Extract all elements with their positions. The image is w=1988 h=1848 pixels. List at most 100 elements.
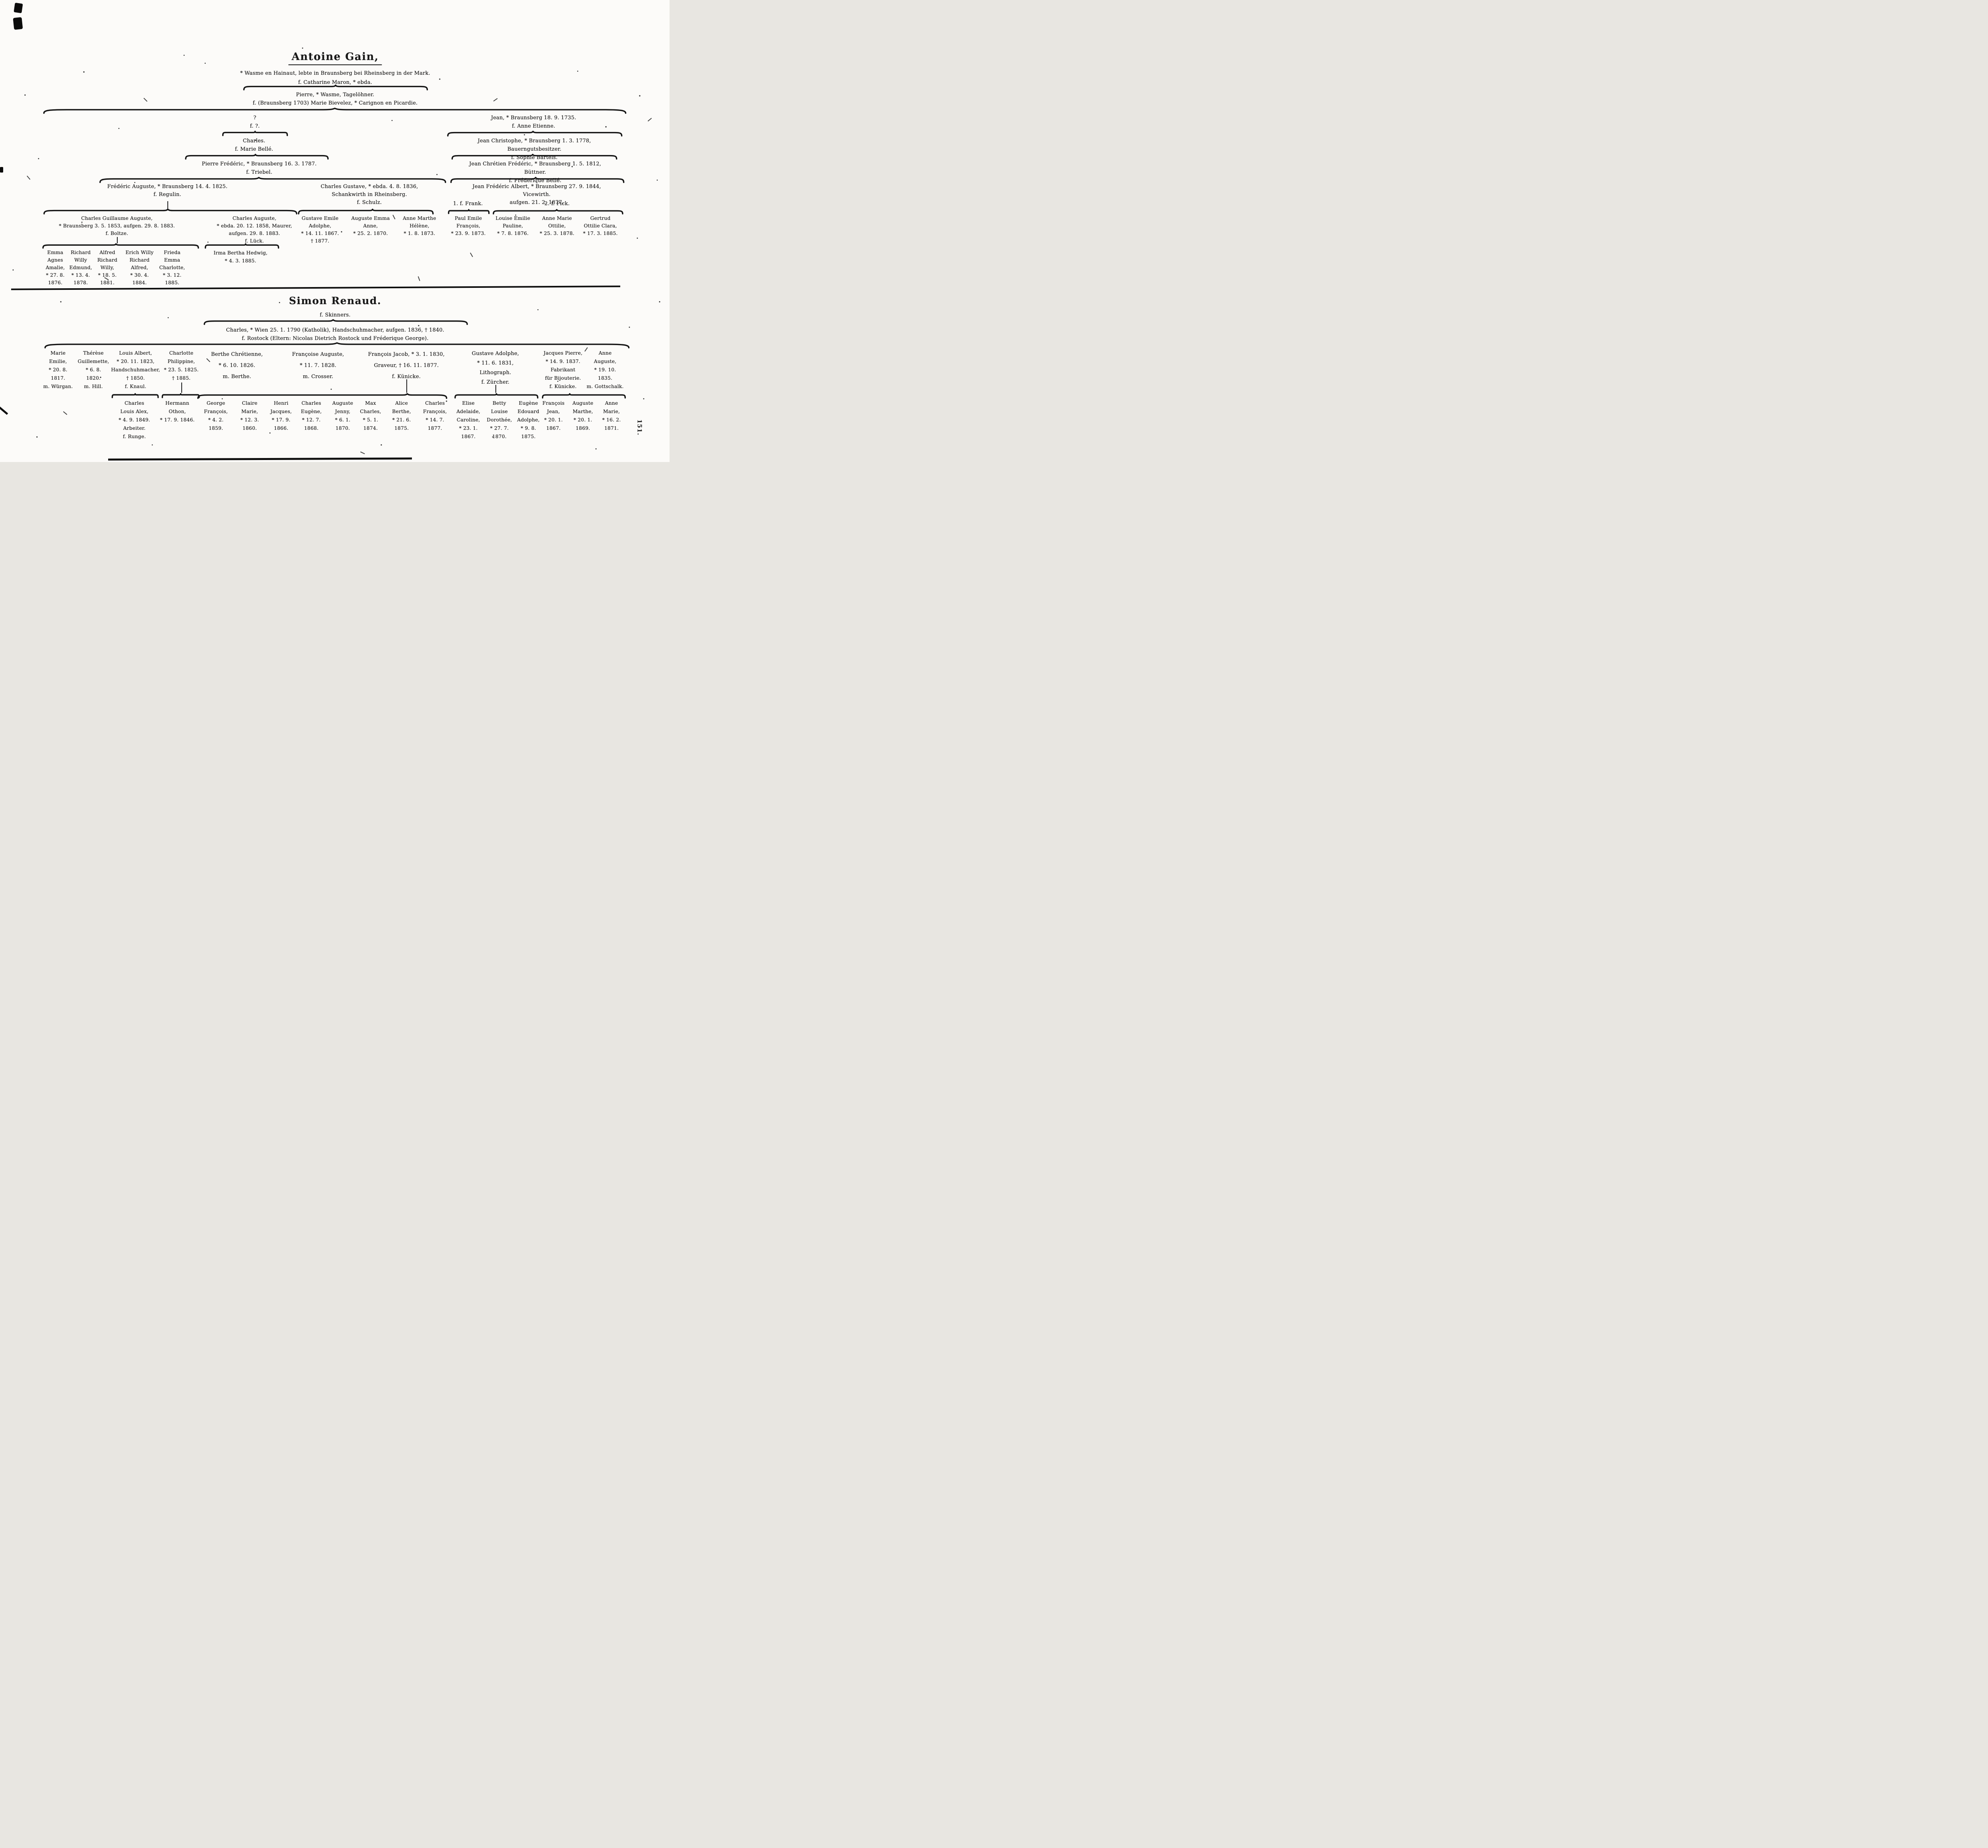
brace-connector [455, 394, 538, 398]
scan-scratch [63, 411, 68, 415]
person-anne-marthe-helene: Anne Marthe Hélène, * 1. 8. 1873. [402, 215, 437, 236]
person-alfred-richard-willy: Alfred Richard Willy, * 18. 5. 1881. [97, 250, 118, 285]
person-jean: Jean, * Braunsberg 18. 9. 1735. f. Anne … [491, 115, 577, 129]
scan-scratch [418, 276, 420, 281]
brace-connector [447, 131, 622, 136]
person-unknown: ? f. ?. [250, 115, 260, 129]
brace-connector [43, 244, 199, 248]
person-eugene-edouard-adolphe: Eugène Edouard Adolphe, * 9. 8. 1875. [517, 400, 540, 439]
brace-connector [204, 320, 468, 324]
descent-line [117, 237, 118, 243]
person-auguste-marthe: Auguste Marthe, * 20. 1. 1869. [572, 400, 594, 431]
scan-scratch [27, 175, 31, 180]
person-jacques-pierre: Jacques Pierre, * 14. 9. 1837. Fabrikant… [544, 350, 582, 389]
person-jean-chretien-frederic: Jean Chrétien Frédéric, * Braunsberg 1. … [469, 161, 601, 184]
scan-scratch [470, 252, 473, 257]
person-berthe-chretienne: Berthe Chrétienne, * 6. 10. 1826. m. Ber… [211, 351, 263, 380]
person-gertrud-ottilie-clara: Gertrud Ottilie Clara, * 17. 3. 1885. [583, 215, 618, 236]
person-louise-emilie-pauline: Louise Emilie Pauline, * 7. 8. 1876. [495, 215, 530, 236]
brace-connector [450, 177, 624, 182]
person-gustave-adolphe: Gustave Adolphe, * 11. 6. 1831, Lithogra… [472, 351, 519, 385]
descent-line [495, 385, 496, 393]
person-henri-jacques: Henri Jacques, * 17. 9. 1866. [270, 400, 292, 431]
person-george-francois: George François, * 4. 2. 1859. [204, 400, 228, 431]
birth-note: * Wasme en Hainaut, lebte in Braunsberg … [240, 70, 431, 76]
ink-blob [14, 2, 23, 14]
person-alice-berthe: Alice Berthe, * 21. 6. 1875. [392, 400, 411, 431]
brace-connector [243, 85, 428, 90]
spouse-note: f. Skinners. [320, 312, 351, 318]
person-gustave-emile-adolphe: Gustave Emile Adolphe, * 14. 11. 1867. †… [301, 215, 339, 244]
person-anne-auguste: Anne Auguste, * 19. 10. 1835. m. Gottsch… [586, 350, 624, 389]
brace-connector [542, 394, 625, 398]
scan-scratch [144, 97, 148, 102]
person-marie-emilie: Marie Emilie, * 20. 8. 1817. m. Würgan. [43, 350, 73, 389]
person-pierre-frederic: Pierre Frédéric, * Braunsberg 16. 3. 178… [202, 161, 317, 175]
person-auguste-emma-anne: Auguste Emma Anne, * 25. 2. 1870. [351, 215, 390, 236]
person-charles-renaud: Charles, * Wien 25. 1. 1790 (Katholik), … [226, 327, 445, 342]
person-hermann-othon: Hermann Othon, * 17. 9. 1846. [160, 400, 195, 423]
descent-line [167, 201, 168, 209]
person-charles-gustave: Charles Gustave, * ebda. 4. 8. 1836, Sch… [320, 184, 418, 206]
scan-scratch [647, 118, 652, 122]
brace-connector [42, 108, 627, 113]
person-irma-bertha-hedwig: Irma Bertha Hedwig, * 4. 3. 1885. [214, 250, 268, 264]
brace-connector [448, 210, 489, 214]
brace-connector [99, 177, 447, 182]
person-emma-agnes-amalie: Emma Agnes Amalie, * 27. 8. 1876. [45, 250, 65, 285]
person-charles-francois: Charles François, * 14. 7. 1877. [423, 400, 447, 431]
person-anne-marie: Anne Marie, * 16. 2. 1871. [602, 400, 621, 431]
person-richard-willy-edmund: Richard Willy Edmund, * 13. 4. 1878. [69, 250, 92, 285]
person-frieda-emma-charlotte: Frieda Emma Charlotte, * 3. 12. 1885. [159, 250, 185, 285]
person-charlotte-philippine: Charlotte Philippine, * 23. 5. 1825. † 1… [164, 350, 199, 381]
person-betty-louise-dorothee: Betty Louise Dorothée, * 27. 7. 1870. [487, 400, 512, 439]
brace-connector [162, 394, 199, 398]
person-francois-jean: François Jean, * 20. 1. 1867. [542, 400, 565, 431]
scan-scratch [493, 98, 498, 101]
brace-connector [185, 154, 328, 159]
descent-line [406, 379, 407, 393]
scan-scratch [360, 451, 365, 454]
brace-connector [452, 154, 617, 159]
brace-connector [43, 343, 631, 348]
brace-connector [43, 209, 297, 214]
person-jean-frederic-albert: Jean Frédéric Albert, * Braunsberg 27. 9… [472, 184, 601, 206]
person-elise-adelaide-caroline: Elise Adelaide, Caroline, * 23. 1. 1867. [456, 400, 481, 439]
person-pierre: Pierre, * Wasme, Tagelöhner. f. (Braunsb… [252, 92, 418, 106]
person-therese-guillemette: Thérèse Guillemette, * 6. 8. 1820. m. Hi… [78, 350, 109, 389]
brace-connector [197, 394, 447, 398]
person-max-charles: Max Charles, * 5. 1. 1874. [360, 400, 381, 431]
person-francois-jacob: François Jacob, * 3. 1. 1830, Graveur, †… [368, 351, 445, 380]
person-charles-auguste: Charles Auguste, * ebda. 20. 12. 1858, M… [217, 215, 292, 244]
person-charles: Charles. f. Marie Bellé. [235, 138, 274, 152]
person-charles-louis-alex: Charles Louis Alex, * 4. 9. 1849. Arbeit… [118, 400, 150, 439]
scan-scratch [392, 215, 396, 219]
person-charles-guillaume-auguste: Charles Guillaume Auguste, * Braunsberg … [59, 215, 175, 236]
brace-connector [112, 394, 158, 398]
person-auguste-jenny: Auguste Jenny, * 6. 1. 1870. [332, 400, 353, 431]
ink-blob [0, 167, 3, 173]
brace-connector [205, 244, 279, 248]
person-francoise-auguste: Françoise Auguste, * 11. 7. 1828. m. Cro… [292, 351, 344, 380]
tree-title: Antoine Gain, [288, 51, 382, 65]
person-paul-emile-francois: Paul Emile François, * 23. 9. 1873. [451, 215, 486, 236]
person-frederic-auguste: Frédéric Auguste, * Braunsberg 14. 4. 18… [107, 184, 228, 198]
page-number: 151. [636, 419, 643, 436]
brace-connector [223, 131, 287, 136]
person-erich-willy-richard-alfred: Erich Willy Richard Alfred, * 30. 4. 188… [125, 250, 154, 285]
person-charles-eugene: Charles Eugène, * 12. 7. 1868. [301, 400, 322, 431]
scan-scratch [206, 358, 210, 362]
person-anne-marie-ottilie: Anne Marie Ottilie, * 25. 3. 1878. [540, 215, 575, 236]
spouse-note: f. Catharine Maron, * ebda. [298, 80, 373, 85]
ink-blob [0, 406, 8, 415]
scanned-page: Antoine Gain, * Wasme en Hainaut, lebte … [0, 0, 670, 462]
person-louis-albert: Louis Albert, * 20. 11. 1823, Handschuhm… [111, 350, 160, 389]
person-claire-marie: Claire Marie, * 12. 3. 1860. [240, 400, 259, 431]
marriage-frank: 1. f. Frank. [453, 201, 483, 207]
descent-line [181, 382, 182, 393]
scan-noise [0, 0, 1, 1]
brace-connector [493, 210, 623, 214]
brace-connector [298, 209, 433, 214]
tree-title: Simon Renaud. [289, 295, 382, 307]
bottom-edge-mark [108, 457, 412, 461]
